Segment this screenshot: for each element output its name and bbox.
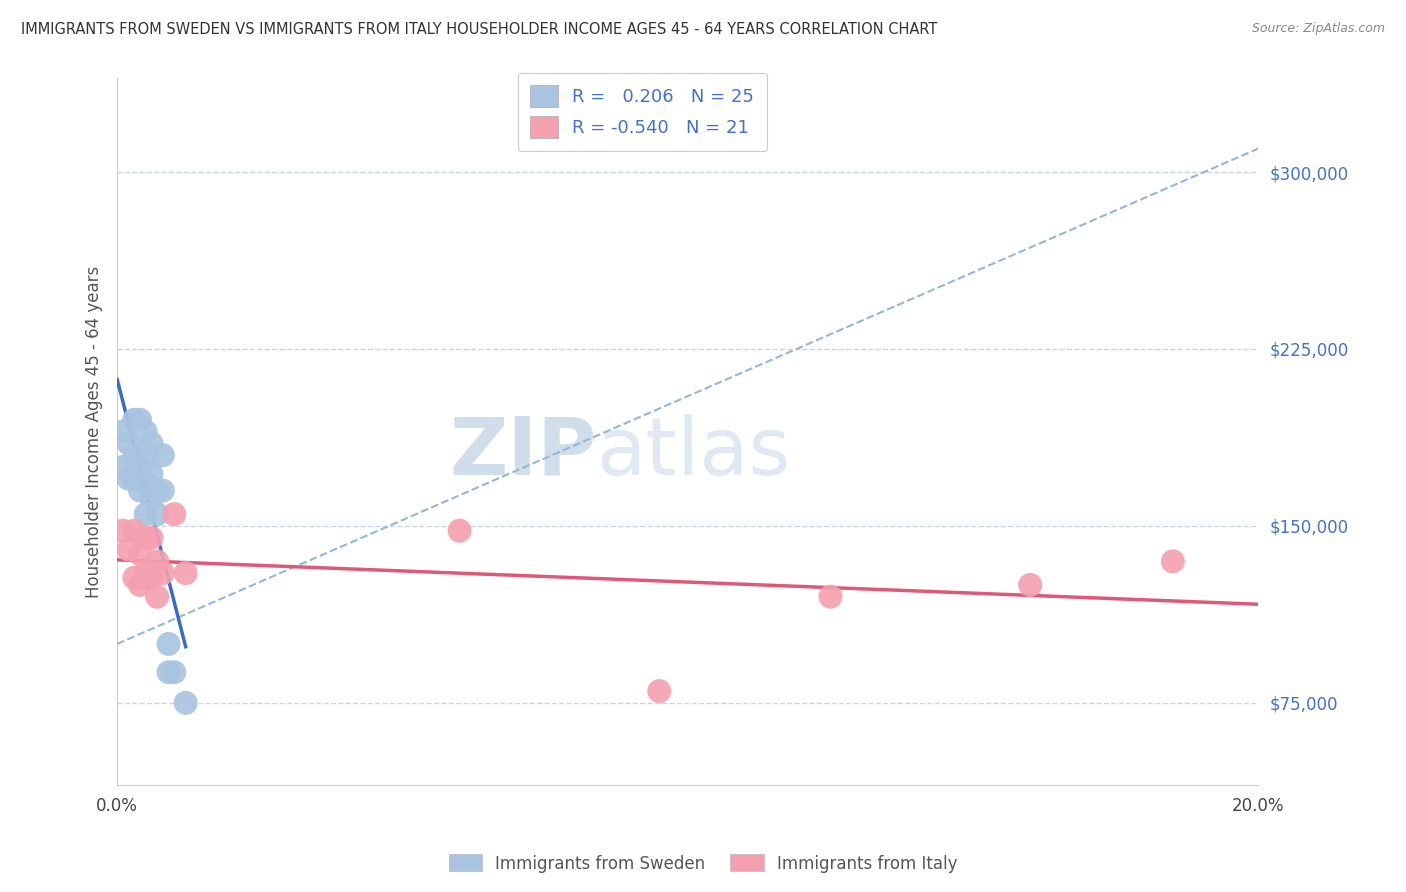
- Point: [174, 566, 197, 581]
- Point: [1161, 554, 1184, 568]
- Point: [141, 531, 163, 545]
- Point: [146, 554, 169, 568]
- Point: [117, 436, 139, 450]
- Point: [1019, 578, 1042, 592]
- Point: [124, 448, 146, 462]
- Point: [129, 483, 152, 498]
- Y-axis label: Householder Income Ages 45 - 64 years: Householder Income Ages 45 - 64 years: [86, 266, 103, 598]
- Text: ZIP: ZIP: [450, 414, 596, 491]
- Point: [163, 665, 186, 680]
- Point: [129, 459, 152, 474]
- Point: [111, 425, 134, 439]
- Point: [135, 448, 157, 462]
- Point: [124, 524, 146, 538]
- Point: [129, 413, 152, 427]
- Point: [157, 665, 180, 680]
- Text: Source: ZipAtlas.com: Source: ZipAtlas.com: [1251, 22, 1385, 36]
- Point: [152, 566, 174, 581]
- Point: [135, 531, 157, 545]
- Point: [129, 547, 152, 561]
- Point: [124, 571, 146, 585]
- Point: [135, 425, 157, 439]
- Point: [152, 448, 174, 462]
- Point: [152, 483, 174, 498]
- Point: [135, 566, 157, 581]
- Text: atlas: atlas: [596, 414, 792, 491]
- Point: [146, 590, 169, 604]
- Point: [141, 571, 163, 585]
- Point: [135, 476, 157, 491]
- Point: [141, 467, 163, 481]
- Point: [141, 436, 163, 450]
- Legend: R =   0.206   N = 25, R = -0.540   N = 21: R = 0.206 N = 25, R = -0.540 N = 21: [517, 72, 766, 151]
- Point: [117, 472, 139, 486]
- Point: [117, 542, 139, 557]
- Legend: Immigrants from Sweden, Immigrants from Italy: Immigrants from Sweden, Immigrants from …: [441, 847, 965, 880]
- Text: IMMIGRANTS FROM SWEDEN VS IMMIGRANTS FROM ITALY HOUSEHOLDER INCOME AGES 45 - 64 : IMMIGRANTS FROM SWEDEN VS IMMIGRANTS FRO…: [21, 22, 938, 37]
- Point: [157, 637, 180, 651]
- Point: [135, 507, 157, 521]
- Point: [648, 684, 671, 698]
- Point: [146, 483, 169, 498]
- Point: [163, 507, 186, 521]
- Point: [124, 413, 146, 427]
- Point: [146, 507, 169, 521]
- Point: [111, 459, 134, 474]
- Point: [820, 590, 842, 604]
- Point: [111, 524, 134, 538]
- Point: [135, 571, 157, 585]
- Point: [141, 491, 163, 505]
- Point: [124, 472, 146, 486]
- Point: [129, 578, 152, 592]
- Point: [174, 696, 197, 710]
- Point: [449, 524, 471, 538]
